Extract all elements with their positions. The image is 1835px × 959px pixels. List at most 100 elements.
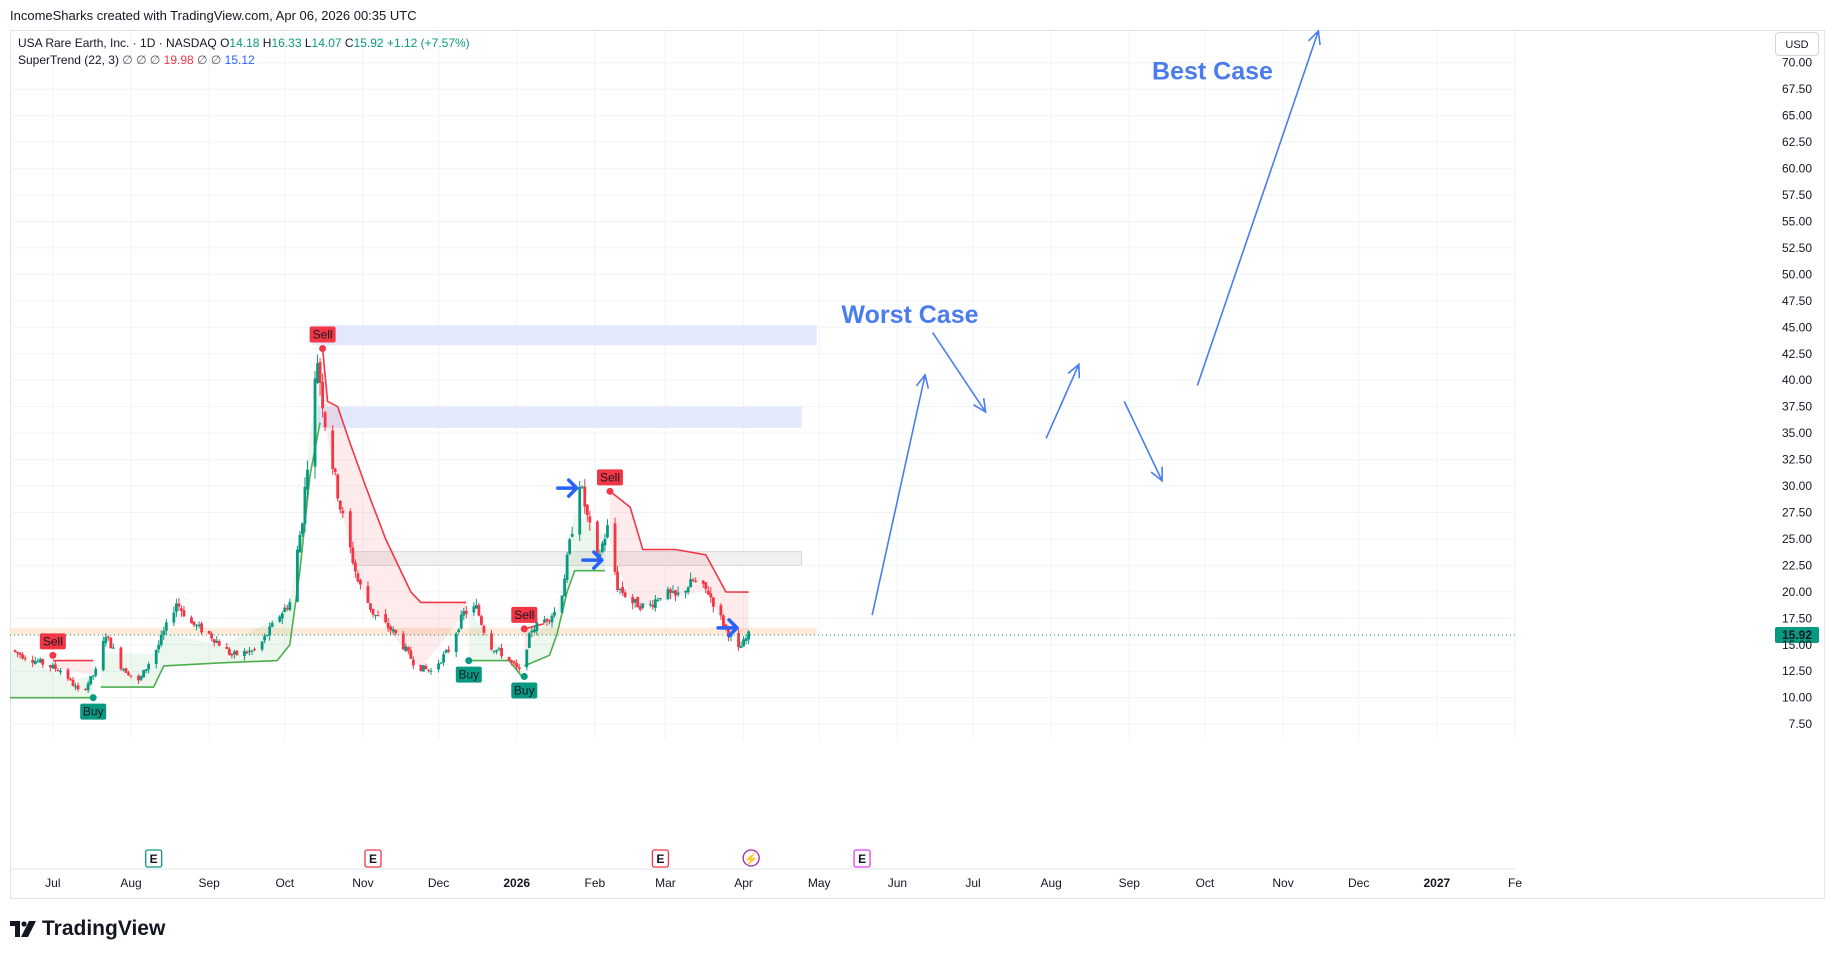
earnings-glyph: E (656, 852, 664, 866)
candle-body (560, 595, 564, 613)
x-tick-label: May (808, 876, 831, 890)
candle-body (316, 363, 319, 384)
candle-body (474, 604, 478, 609)
candle-body (129, 675, 133, 677)
candle-body (215, 640, 219, 643)
candle-body (462, 611, 466, 616)
candle-body (684, 590, 688, 593)
y-tick-label: 35.00 (1782, 426, 1812, 440)
candle-body (94, 668, 98, 676)
low-value: 14.07 (311, 36, 342, 50)
worst-case-arrow-head (1150, 466, 1163, 483)
worst-case-arrow (871, 374, 926, 616)
candle-body (709, 593, 713, 598)
candle-body (495, 649, 498, 652)
signal-dot (606, 487, 614, 495)
y-tick-label: 40.00 (1782, 373, 1812, 387)
candle-body (409, 650, 413, 659)
high-value: 16.33 (271, 36, 302, 50)
candle-body (694, 580, 698, 582)
supertrend-up-line (100, 422, 321, 688)
candle-body (53, 664, 57, 669)
candle-body (263, 636, 267, 641)
candle-body (86, 683, 90, 691)
signal-dot (319, 344, 327, 352)
worst-case-arrow-head (1067, 362, 1081, 379)
candle-body (144, 669, 148, 671)
candle-body (671, 591, 675, 593)
earnings-icon (853, 849, 871, 868)
symbol-label[interactable]: USA Rare Earth, Inc. · 1D · NASDAQ (18, 36, 217, 50)
candle-body (648, 603, 652, 605)
candle-body (595, 521, 599, 555)
indicator-label[interactable]: SuperTrend (22, 3) (18, 53, 119, 67)
candle-body (543, 619, 546, 623)
candle-body (744, 638, 748, 641)
candle-body (616, 571, 619, 590)
candle-body (232, 651, 236, 655)
y-tick-label: 27.50 (1782, 505, 1812, 519)
candle-body (341, 510, 345, 514)
signal-badge-sell (511, 606, 538, 623)
signal-badge-sell (309, 326, 336, 343)
candle-body (674, 590, 677, 596)
signal-label-buy: Buy (83, 705, 104, 719)
currency-button[interactable]: USD (1775, 32, 1819, 56)
candle-body (641, 603, 645, 608)
candle-body (722, 615, 725, 626)
y-tick-label: 12.50 (1782, 664, 1812, 678)
candle-body (250, 650, 254, 652)
candle-body (500, 648, 503, 657)
supertrend-down-line (609, 490, 749, 593)
best-case-label: Best Case (1152, 58, 1273, 86)
x-tick-label: Sep (1119, 876, 1141, 890)
candle-body (517, 667, 521, 669)
chart-legend: USA Rare Earth, Inc. · 1D · NASDAQ O14.1… (18, 35, 470, 69)
candle-body (601, 543, 604, 553)
candle-body (104, 637, 108, 643)
candle-body (404, 646, 408, 651)
x-tick-label: Jun (888, 876, 907, 890)
candle-body (389, 626, 393, 631)
candle-body (359, 580, 362, 585)
candle-body (16, 651, 19, 654)
change-value: +1.12 (+7.57%) (386, 36, 470, 50)
arrow-right-head (727, 618, 739, 638)
tradingview-logo[interactable]: TradingView (10, 917, 165, 941)
supertrend-up-fill (100, 380, 321, 688)
y-tick-label: 10.00 (1782, 691, 1812, 705)
candle-body (633, 599, 637, 603)
lightning-glyph: ⚡ (744, 852, 759, 866)
candle-body (570, 533, 574, 537)
supertrend-down-line (321, 348, 467, 604)
candle-body (227, 648, 231, 655)
x-tick-label: Feb (585, 876, 606, 890)
candles (13, 354, 751, 693)
indicator-empty-values: ∅ ∅ ∅ (122, 53, 161, 67)
best-case-arrow-head (1307, 29, 1321, 45)
candle-body (689, 579, 693, 588)
candle-body (21, 654, 25, 659)
candle-body (580, 486, 584, 488)
candle-body (618, 588, 622, 590)
candle-body (159, 634, 163, 645)
candle-body (318, 362, 322, 383)
candle-body (659, 598, 662, 600)
candle-body (285, 607, 289, 609)
candle-body (111, 647, 115, 649)
low-label: L (304, 36, 312, 50)
candle-body (701, 580, 705, 584)
candle-body (301, 523, 304, 535)
candle-body (447, 649, 451, 652)
candle-body (391, 629, 395, 632)
x-tick-label: Jul (965, 876, 980, 890)
candle-body (84, 689, 88, 691)
signal-label-buy: Buy (514, 684, 535, 698)
candle-body (472, 606, 476, 613)
y-tick-label: 47.50 (1782, 294, 1812, 308)
candle-body (636, 597, 640, 608)
candle-body (606, 525, 609, 538)
candle-body (356, 573, 360, 582)
y-tick-label: 15.00 (1782, 638, 1812, 652)
